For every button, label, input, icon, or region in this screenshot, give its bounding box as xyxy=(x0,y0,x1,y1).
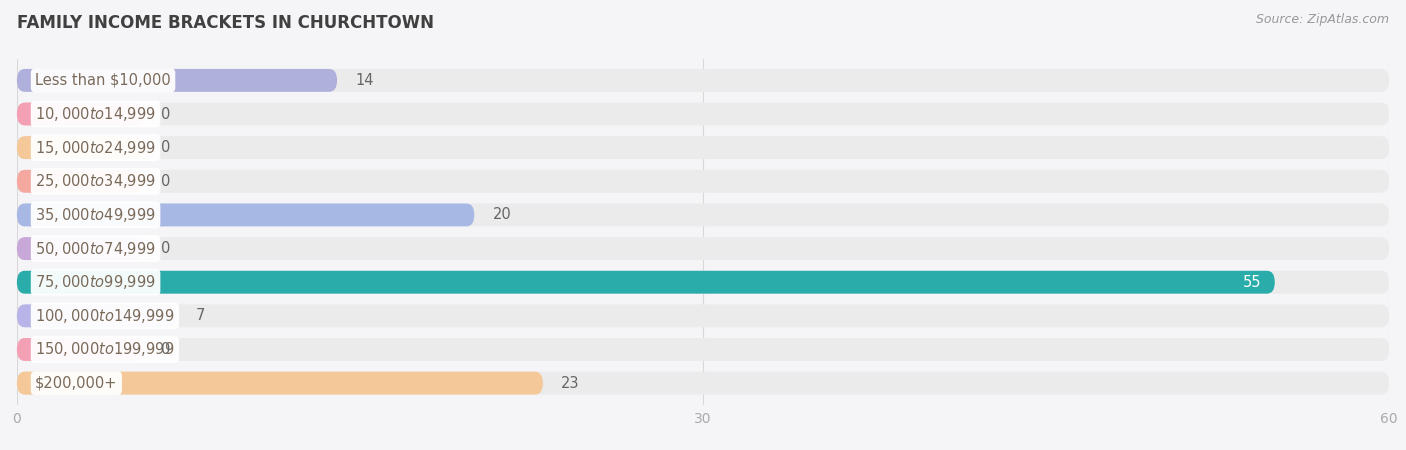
FancyBboxPatch shape xyxy=(17,203,1389,226)
FancyBboxPatch shape xyxy=(17,69,337,92)
FancyBboxPatch shape xyxy=(17,69,1389,92)
FancyBboxPatch shape xyxy=(17,304,1389,327)
Text: 55: 55 xyxy=(1243,274,1261,290)
FancyBboxPatch shape xyxy=(17,170,142,193)
FancyBboxPatch shape xyxy=(17,372,543,395)
Text: 0: 0 xyxy=(160,174,170,189)
FancyBboxPatch shape xyxy=(17,338,142,361)
Text: 20: 20 xyxy=(492,207,512,222)
FancyBboxPatch shape xyxy=(17,372,1389,395)
Text: 0: 0 xyxy=(160,342,170,357)
FancyBboxPatch shape xyxy=(17,237,142,260)
Text: 14: 14 xyxy=(356,73,374,88)
FancyBboxPatch shape xyxy=(17,136,142,159)
Text: $100,000 to $149,999: $100,000 to $149,999 xyxy=(35,307,174,325)
Text: $10,000 to $14,999: $10,000 to $14,999 xyxy=(35,105,156,123)
Text: $75,000 to $99,999: $75,000 to $99,999 xyxy=(35,273,156,291)
Text: FAMILY INCOME BRACKETS IN CHURCHTOWN: FAMILY INCOME BRACKETS IN CHURCHTOWN xyxy=(17,14,434,32)
Text: Source: ZipAtlas.com: Source: ZipAtlas.com xyxy=(1256,14,1389,27)
Text: $35,000 to $49,999: $35,000 to $49,999 xyxy=(35,206,156,224)
Text: $200,000+: $200,000+ xyxy=(35,376,118,391)
Text: 23: 23 xyxy=(561,376,579,391)
FancyBboxPatch shape xyxy=(17,271,1275,294)
Text: 7: 7 xyxy=(195,308,205,324)
FancyBboxPatch shape xyxy=(17,338,1389,361)
Text: $15,000 to $24,999: $15,000 to $24,999 xyxy=(35,139,156,157)
Text: 0: 0 xyxy=(160,107,170,122)
FancyBboxPatch shape xyxy=(17,136,1389,159)
Text: $50,000 to $74,999: $50,000 to $74,999 xyxy=(35,239,156,257)
FancyBboxPatch shape xyxy=(17,203,474,226)
FancyBboxPatch shape xyxy=(17,170,1389,193)
Text: Less than $10,000: Less than $10,000 xyxy=(35,73,172,88)
FancyBboxPatch shape xyxy=(17,271,1389,294)
Text: 0: 0 xyxy=(160,140,170,155)
FancyBboxPatch shape xyxy=(17,103,1389,126)
Text: $25,000 to $34,999: $25,000 to $34,999 xyxy=(35,172,156,190)
Text: $150,000 to $199,999: $150,000 to $199,999 xyxy=(35,341,174,359)
Text: 0: 0 xyxy=(160,241,170,256)
FancyBboxPatch shape xyxy=(17,103,142,126)
FancyBboxPatch shape xyxy=(17,237,1389,260)
FancyBboxPatch shape xyxy=(17,304,177,327)
